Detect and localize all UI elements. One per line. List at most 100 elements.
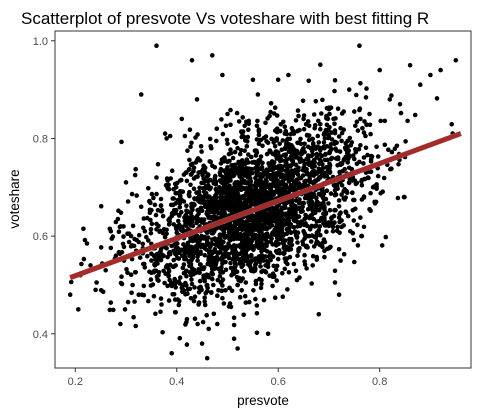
data-point: [76, 307, 81, 312]
data-point: [267, 214, 272, 219]
data-point: [313, 210, 318, 215]
data-point: [151, 195, 156, 201]
data-point: [253, 165, 258, 171]
data-point: [202, 295, 207, 301]
data-point: [238, 278, 243, 284]
data-point: [176, 256, 182, 261]
data-point: [178, 188, 183, 194]
data-point: [253, 153, 259, 158]
data-point: [244, 144, 250, 149]
data-point: [256, 128, 262, 133]
data-point: [222, 176, 228, 181]
data-point: [182, 133, 188, 139]
data-point: [196, 218, 202, 224]
data-point: [320, 240, 325, 246]
data-point: [146, 298, 151, 304]
data-point: [265, 331, 271, 337]
data-point: [300, 239, 305, 244]
data-point: [129, 191, 135, 197]
data-point: [216, 205, 222, 210]
data-point: [176, 302, 182, 308]
data-point: [110, 234, 116, 239]
data-point: [138, 204, 144, 210]
data-point: [315, 232, 320, 237]
data-point: [240, 115, 245, 120]
data-point: [154, 191, 159, 197]
data-point: [116, 249, 122, 255]
data-point: [225, 111, 230, 117]
data-point: [379, 243, 385, 248]
data-point: [302, 252, 307, 258]
data-point: [396, 162, 401, 167]
data-point: [255, 92, 261, 97]
data-point: [253, 186, 259, 191]
data-point: [280, 270, 285, 276]
data-point: [345, 213, 351, 219]
data-point: [249, 154, 254, 160]
data-point: [260, 246, 265, 251]
data-point: [360, 125, 365, 131]
data-point: [284, 157, 290, 162]
data-point: [218, 167, 224, 173]
data-point: [315, 133, 321, 139]
data-point: [383, 234, 389, 240]
data-point: [289, 236, 294, 242]
data-point: [232, 264, 238, 270]
data-point: [161, 268, 166, 274]
data-point: [308, 239, 314, 244]
data-point: [214, 195, 219, 200]
data-point: [171, 257, 176, 263]
data-point: [320, 244, 325, 250]
data-point: [244, 181, 250, 186]
data-point: [201, 273, 206, 279]
data-point: [158, 196, 164, 202]
data-point: [169, 243, 174, 249]
data-point: [322, 216, 327, 222]
data-point: [313, 170, 318, 176]
data-point: [339, 138, 344, 144]
data-point: [267, 167, 272, 172]
data-point: [265, 116, 270, 121]
data-point: [274, 222, 280, 227]
data-point: [233, 188, 238, 194]
data-point: [230, 270, 236, 275]
data-point: [374, 144, 379, 150]
data-point: [275, 256, 281, 262]
data-point: [306, 200, 312, 205]
data-point: [157, 256, 162, 261]
data-point: [107, 307, 113, 313]
data-point: [323, 127, 329, 133]
data-point: [228, 260, 233, 266]
data-point: [283, 153, 288, 159]
data-point: [228, 107, 233, 113]
data-point: [244, 165, 249, 171]
data-point: [173, 310, 178, 315]
data-point: [301, 201, 306, 206]
data-point: [277, 128, 283, 134]
data-point: [238, 147, 244, 153]
data-point: [188, 272, 194, 278]
data-point: [164, 176, 170, 181]
data-point: [310, 263, 316, 268]
data-point: [149, 221, 155, 227]
data-point: [271, 111, 277, 116]
data-point: [364, 122, 369, 128]
data-point: [190, 223, 196, 229]
data-point: [198, 207, 203, 213]
data-point: [228, 192, 234, 198]
data-point: [235, 232, 240, 237]
data-point: [359, 233, 364, 239]
data-point: [210, 230, 216, 236]
data-point: [246, 170, 252, 176]
data-point: [149, 191, 155, 197]
data-point: [245, 134, 251, 140]
data-point: [231, 322, 237, 328]
data-point: [283, 184, 289, 189]
data-point: [139, 292, 145, 298]
data-point: [179, 209, 184, 215]
data-point: [241, 269, 247, 274]
data-point: [121, 224, 126, 229]
data-point: [202, 302, 208, 308]
data-point: [128, 272, 134, 278]
data-point: [321, 221, 326, 226]
